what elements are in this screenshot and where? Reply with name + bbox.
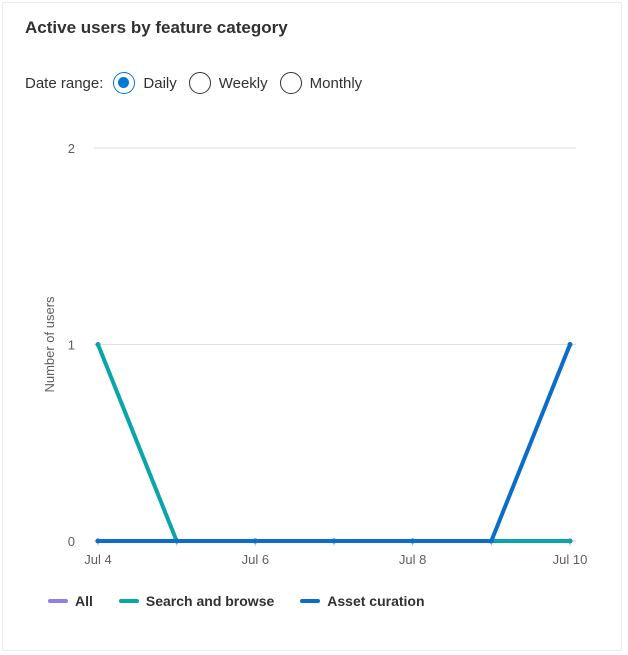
legend-swatch <box>48 599 68 603</box>
data-point <box>252 538 258 544</box>
chart-card: Active users by feature category Date ra… <box>2 2 622 651</box>
legend-item-asset-curation[interactable]: Asset curation <box>300 593 425 609</box>
data-point <box>95 538 101 544</box>
data-point <box>410 538 416 544</box>
data-point <box>95 342 101 347</box>
x-tick-label: Jul 6 <box>242 552 269 567</box>
data-point <box>331 538 337 544</box>
chart-title: Active users by feature category <box>25 18 288 37</box>
x-tick-label: Jul 10 <box>553 552 588 567</box>
radio-circle-icon <box>279 72 302 94</box>
legend-swatch <box>300 599 321 603</box>
legend-label: Asset curation <box>327 593 425 609</box>
legend-label: All <box>75 593 93 609</box>
chart-legend: All Search and browse Asset curation <box>48 593 451 609</box>
radio-daily[interactable]: Daily <box>113 72 177 94</box>
legend-item-all[interactable]: All <box>48 593 93 609</box>
radio-circle-icon <box>113 72 136 94</box>
radio-monthly[interactable]: Monthly <box>279 72 363 94</box>
x-tick-label: Jul 8 <box>399 552 426 567</box>
data-point <box>567 538 573 544</box>
radio-monthly-label: Monthly <box>309 74 363 92</box>
legend-swatch <box>118 599 139 603</box>
date-range-selector: Date range: Daily Weekly Monthly <box>25 70 374 96</box>
radio-weekly-label: Weekly <box>218 74 268 92</box>
series-line-1 <box>96 342 572 543</box>
x-tick-label: Jul 4 <box>84 552 111 567</box>
y-axis-label: Number of users <box>42 296 57 393</box>
data-point <box>174 538 180 544</box>
radio-weekly[interactable]: Weekly <box>188 72 268 94</box>
line-chart: 0 1 2 Jul 4 Jul 6 Jul 8 Jul 10 Number of users <box>42 141 588 567</box>
legend-item-search-and-browse[interactable]: Search and browse <box>118 593 275 609</box>
data-point <box>567 342 573 347</box>
data-point <box>488 538 494 544</box>
series-line-2 <box>96 342 572 543</box>
y-tick-label: 0 <box>68 534 75 549</box>
legend-label: Search and browse <box>145 593 275 609</box>
radio-daily-label: Daily <box>143 74 177 92</box>
date-range-label: Date range: <box>25 74 104 92</box>
y-tick-label: 1 <box>68 338 75 353</box>
y-tick-label: 2 <box>68 141 75 156</box>
radio-circle-icon <box>188 72 211 94</box>
